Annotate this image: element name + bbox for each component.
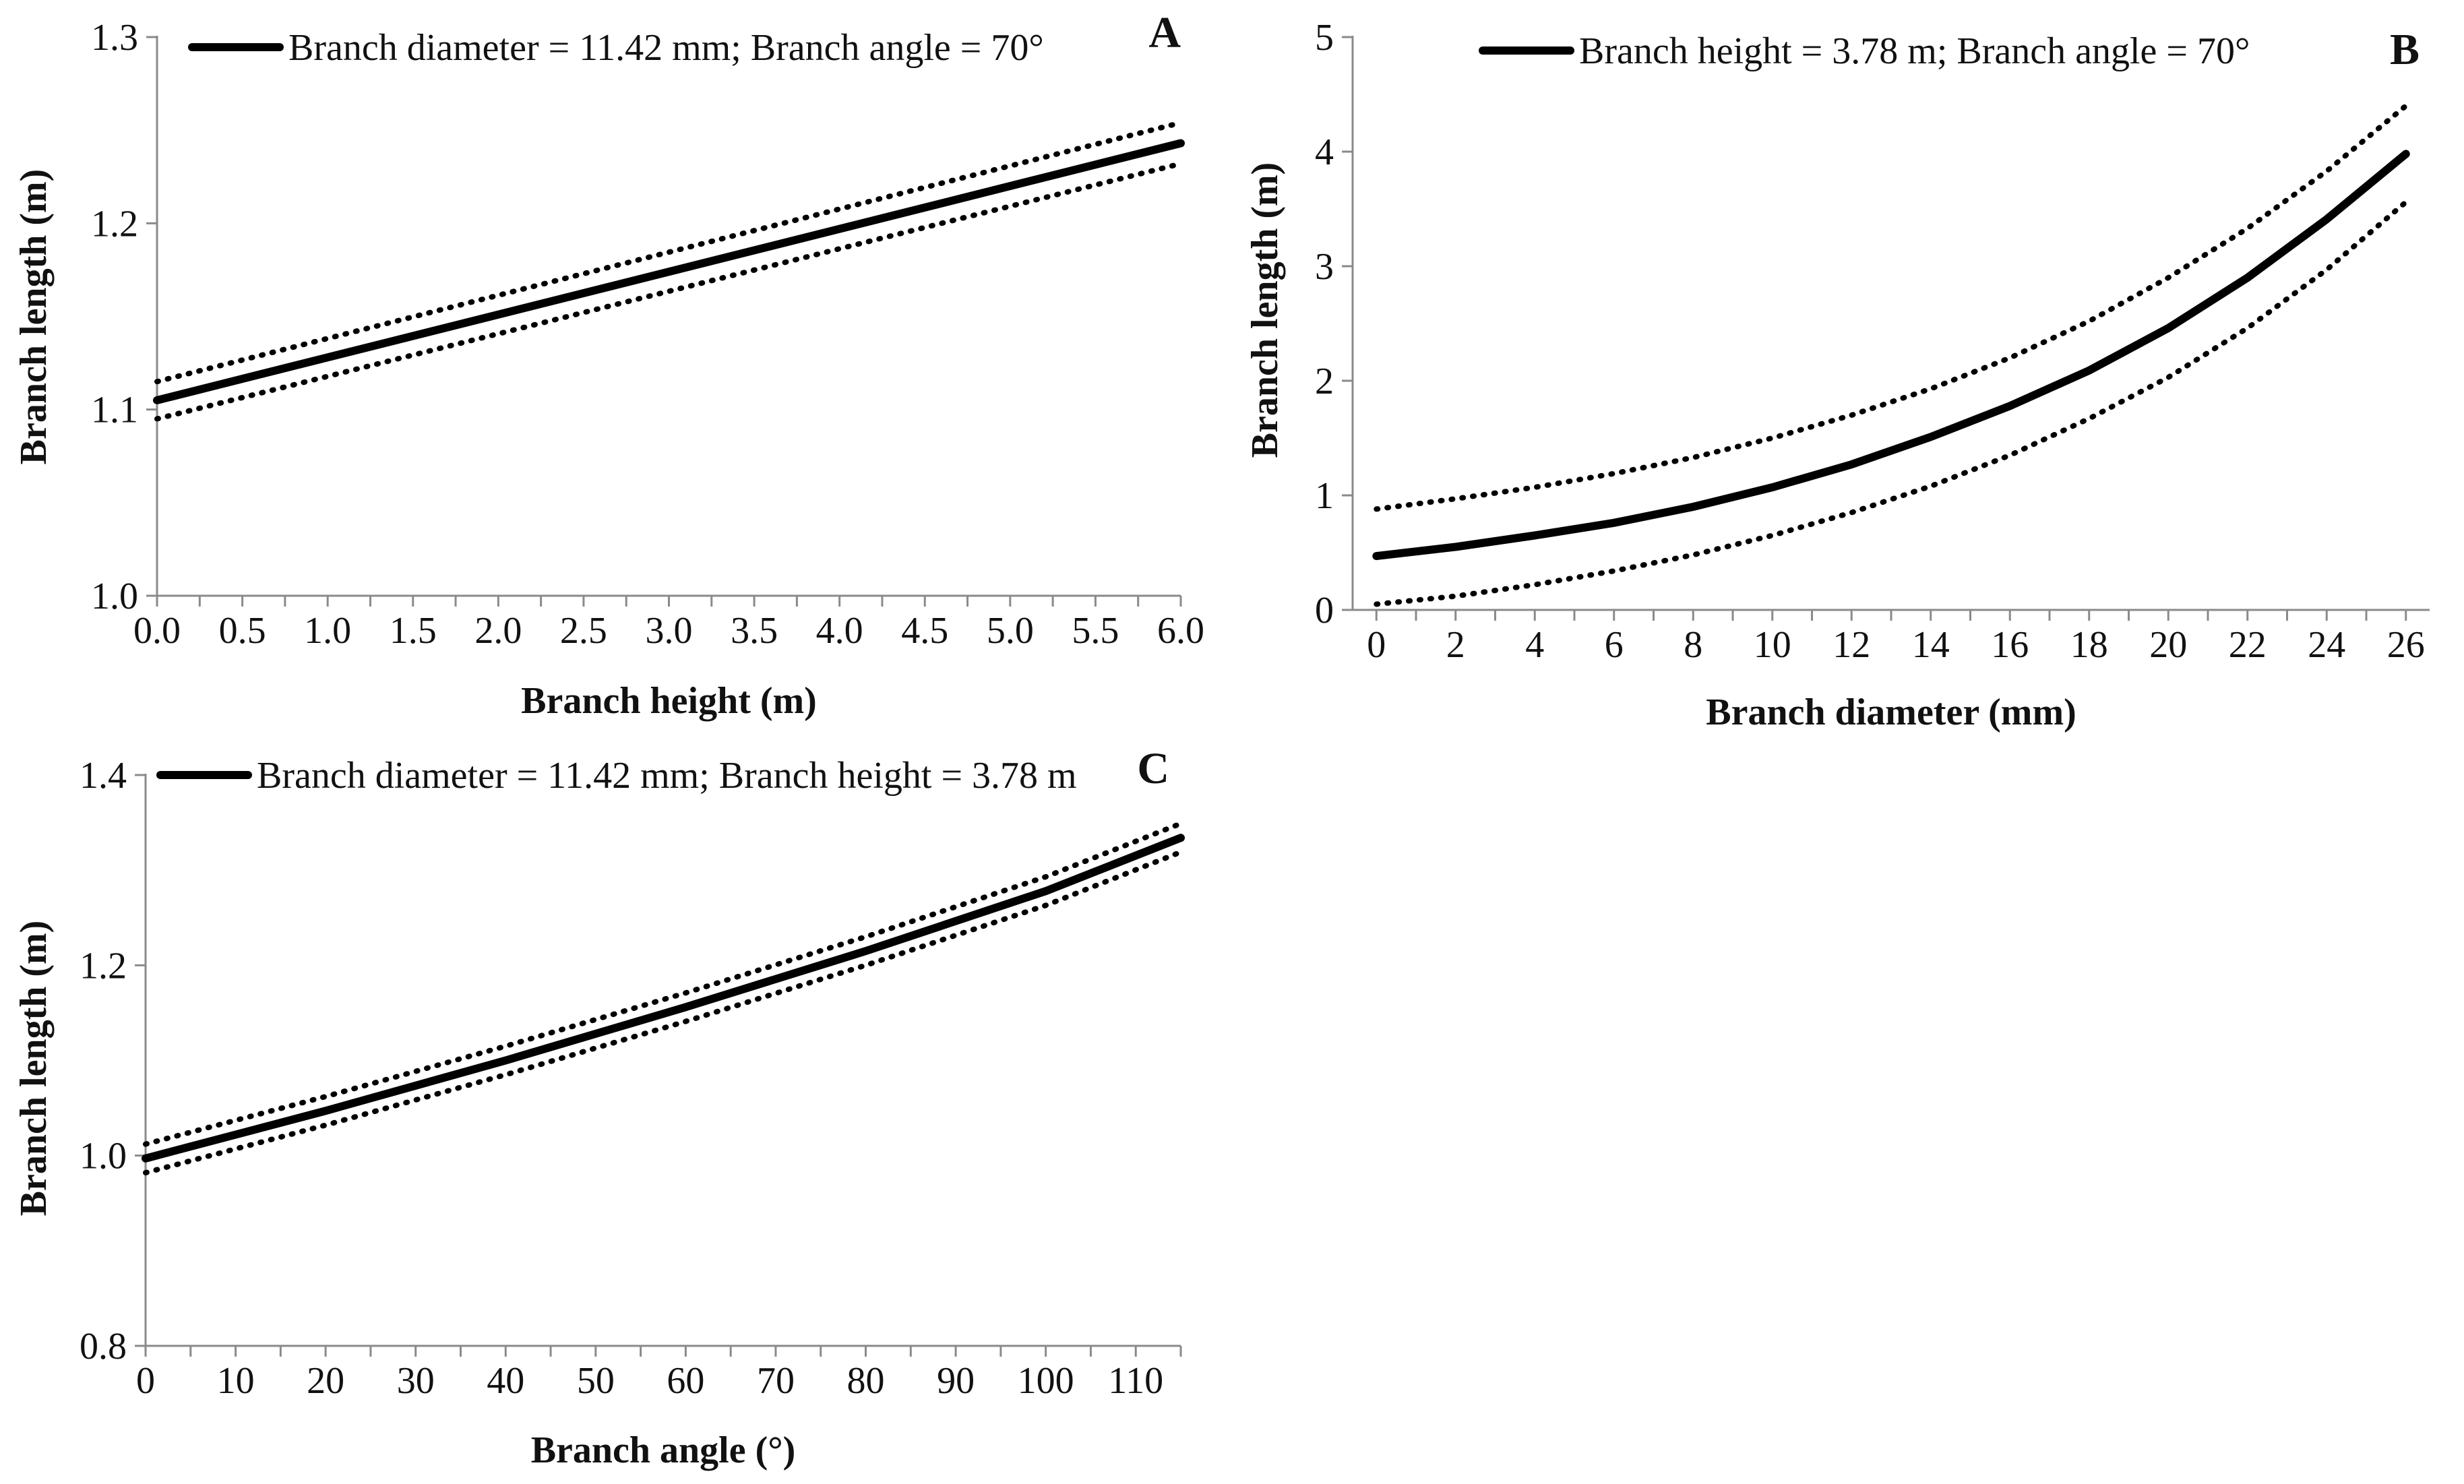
x-tick-label: 0.5 xyxy=(219,610,266,652)
y-tick-label: 1.0 xyxy=(91,576,138,617)
y-tick-label: 1.4 xyxy=(80,755,127,797)
y-tick-label: 4 xyxy=(1315,131,1334,173)
series-lower-ci-line xyxy=(154,160,1183,422)
legend-label: Branch height = 3.78 m; Branch angle = 7… xyxy=(1579,30,2250,72)
legend-label: Branch diameter = 11.42 mm; Branch angle… xyxy=(288,27,1044,69)
x-tick-label: 60 xyxy=(667,1360,704,1402)
panel-c: 0.8 1.0 1.2 1.4 0 10 20 30 40 50 60 70 80 90 100 110 Bra… xyxy=(13,744,1185,1471)
x-tick-label: 20 xyxy=(2149,624,2187,666)
y-tick-label: 1.2 xyxy=(91,203,138,245)
y-axis-title: Branch length (m) xyxy=(1244,162,1286,458)
x-tick-label: 8 xyxy=(1684,624,1702,666)
series-upper-ci-line xyxy=(143,821,1183,1147)
x-tick-label: 14 xyxy=(1912,624,1950,666)
x-tick-label: 18 xyxy=(2070,624,2108,666)
x-tick-label: 6.0 xyxy=(1157,610,1204,652)
x-tick-label: 22 xyxy=(2229,624,2267,666)
y-tick-label: 1.3 xyxy=(91,17,138,59)
x-tick-label: 12 xyxy=(1832,624,1870,666)
y-tick-label: 5 xyxy=(1315,17,1334,59)
x-axis-title: Branch angle (°) xyxy=(531,1429,796,1471)
series-lower-ci-line xyxy=(143,849,1183,1176)
x-axis-title: Branch diameter (mm) xyxy=(1706,691,2076,733)
panel-a: 1.0 1.1 1.2 1.3 0.0 0.5 1.0 1.5 2.0 2.5 3.0 3.5 4.0 4… xyxy=(13,8,1204,722)
x-tick-label: 24 xyxy=(2308,624,2345,666)
x-tick-label: 0.0 xyxy=(133,610,181,652)
x-tick-label: 4.0 xyxy=(816,610,863,652)
legend-label: Branch diameter = 11.42 mm; Branch heigh… xyxy=(257,755,1077,797)
x-tick-label: 20 xyxy=(307,1360,344,1402)
x-tick-label: 100 xyxy=(1018,1360,1074,1402)
x-tick-label: 6 xyxy=(1605,624,1624,666)
x-tick-label: 30 xyxy=(397,1360,435,1402)
x-tick-label: 2.5 xyxy=(560,610,607,652)
x-tick-label: 110 xyxy=(1108,1360,1163,1402)
panel-letter: C xyxy=(1137,744,1169,793)
x-tick-label: 4 xyxy=(1525,624,1544,666)
y-tick-label: 2 xyxy=(1315,361,1334,402)
x-tick-label: 3.0 xyxy=(646,610,693,652)
y-tick-label: 0.8 xyxy=(80,1326,127,1367)
y-tick-label: 3 xyxy=(1315,246,1334,288)
x-tick-label: 0 xyxy=(1367,624,1386,666)
series-prediction-line xyxy=(153,139,1185,404)
series-prediction-line xyxy=(142,834,1185,1163)
x-tick-label: 16 xyxy=(1991,624,2029,666)
x-tick-label: 26 xyxy=(2387,624,2425,666)
x-tick-label: 70 xyxy=(757,1360,795,1402)
panel-letter: A xyxy=(1148,8,1181,57)
x-tick-label: 40 xyxy=(487,1360,524,1402)
x-tick-label: 1.5 xyxy=(390,610,437,652)
x-tick-label: 2 xyxy=(1446,624,1465,666)
x-tick-label: 5.5 xyxy=(1072,610,1119,652)
x-tick-label: 80 xyxy=(847,1360,885,1402)
x-tick-label: 4.5 xyxy=(901,610,948,652)
x-tick-label: 3.5 xyxy=(731,610,778,652)
y-tick-label: 1.2 xyxy=(80,945,127,987)
x-tick-label: 10 xyxy=(1754,624,1791,666)
series-prediction-line xyxy=(1372,150,2410,561)
x-tick-label: 90 xyxy=(937,1360,975,1402)
x-tick-label: 50 xyxy=(577,1360,615,1402)
x-axis-title: Branch height (m) xyxy=(521,680,817,722)
x-tick-label: 1.0 xyxy=(304,610,351,652)
x-tick-label: 0 xyxy=(136,1360,155,1402)
y-tick-label: 1.0 xyxy=(80,1136,127,1177)
y-tick-label: 0 xyxy=(1315,590,1334,631)
series-lower-ci-line xyxy=(1374,199,2409,607)
y-axis-title: Branch length (m) xyxy=(13,169,55,465)
x-tick-label: 10 xyxy=(217,1360,255,1402)
x-tick-label: 2.0 xyxy=(474,610,522,652)
y-axis-title: Branch length (m) xyxy=(13,921,55,1216)
series-upper-ci-line xyxy=(1374,103,2409,512)
x-tick-label: 5.0 xyxy=(987,610,1034,652)
y-tick-label: 1 xyxy=(1315,475,1334,517)
series-upper-ci-line xyxy=(154,120,1183,385)
panel-letter: B xyxy=(2390,25,2420,74)
y-tick-label: 1.1 xyxy=(91,390,138,431)
